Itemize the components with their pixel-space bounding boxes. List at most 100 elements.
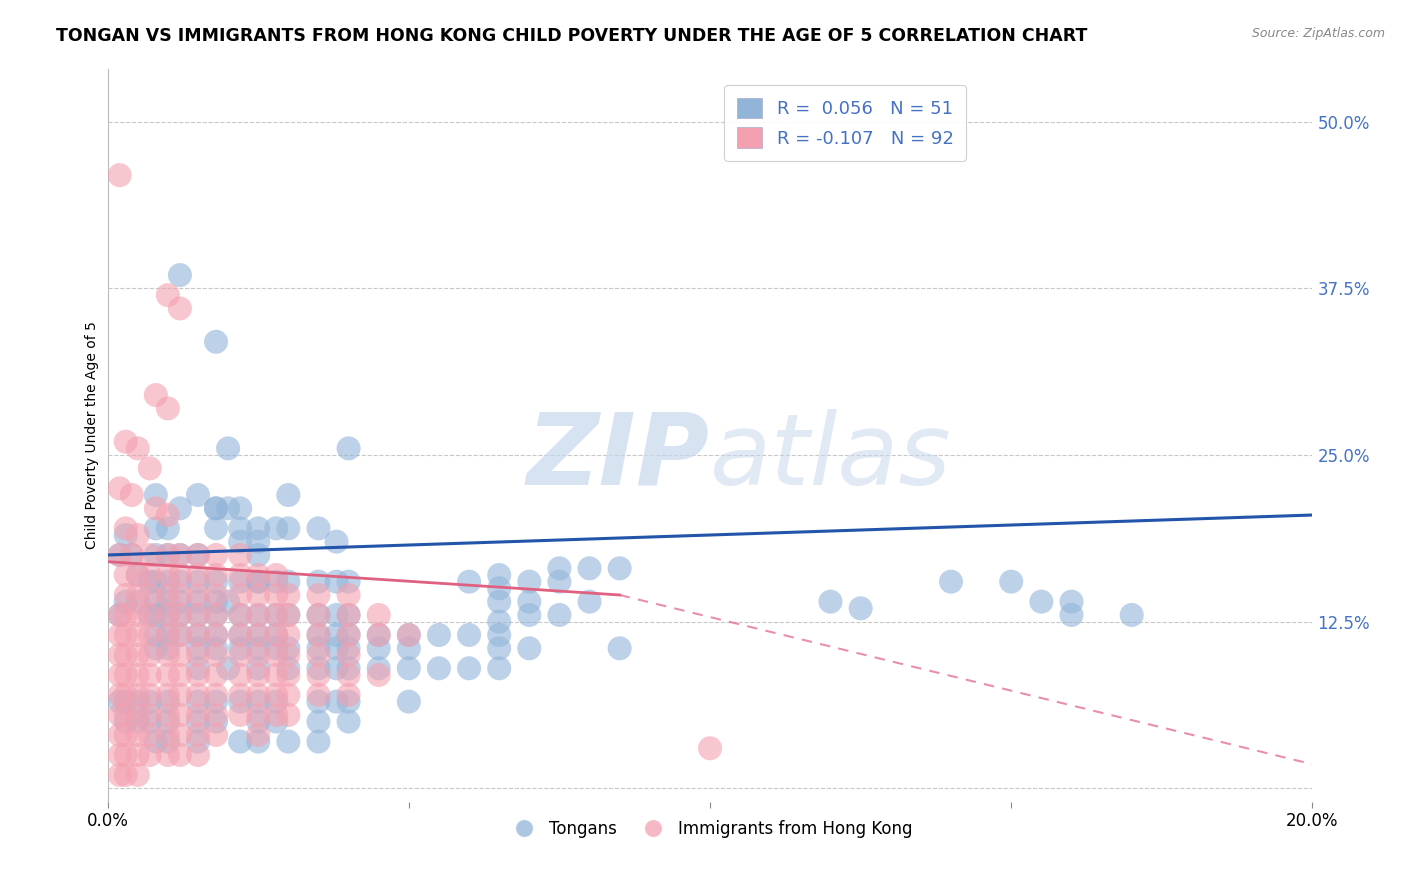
Point — [308, 574, 330, 589]
Point — [108, 728, 131, 742]
Point — [169, 668, 191, 682]
Point — [548, 607, 571, 622]
Point — [266, 641, 288, 656]
Point — [139, 747, 162, 762]
Point — [145, 574, 167, 589]
Point — [205, 628, 228, 642]
Point — [337, 442, 360, 456]
Point — [548, 561, 571, 575]
Point — [156, 521, 179, 535]
Point — [277, 574, 299, 589]
Point — [114, 628, 136, 642]
Point — [308, 734, 330, 748]
Legend: Tongans, Immigrants from Hong Kong: Tongans, Immigrants from Hong Kong — [501, 814, 920, 845]
Point — [156, 568, 179, 582]
Point — [247, 668, 270, 682]
Point — [337, 641, 360, 656]
Point — [187, 641, 209, 656]
Point — [217, 501, 239, 516]
Point — [127, 714, 149, 729]
Point — [108, 628, 131, 642]
Point — [108, 548, 131, 562]
Point — [247, 628, 270, 642]
Point — [308, 641, 330, 656]
Point — [337, 628, 360, 642]
Point — [169, 607, 191, 622]
Point — [229, 641, 252, 656]
Point — [367, 628, 389, 642]
Point — [127, 688, 149, 702]
Text: ZIP: ZIP — [527, 409, 710, 506]
Point — [127, 648, 149, 662]
Point — [127, 695, 149, 709]
Point — [247, 568, 270, 582]
Point — [114, 714, 136, 729]
Point — [427, 628, 450, 642]
Point — [1060, 594, 1083, 608]
Point — [139, 668, 162, 682]
Point — [277, 688, 299, 702]
Point — [169, 708, 191, 723]
Point — [1000, 574, 1022, 589]
Point — [114, 568, 136, 582]
Point — [247, 607, 270, 622]
Point — [108, 768, 131, 782]
Point — [277, 708, 299, 723]
Point — [145, 628, 167, 642]
Point — [187, 594, 209, 608]
Point — [229, 708, 252, 723]
Point — [139, 574, 162, 589]
Point — [337, 688, 360, 702]
Point — [337, 648, 360, 662]
Point — [337, 574, 360, 589]
Point — [308, 607, 330, 622]
Point — [187, 568, 209, 582]
Point — [114, 695, 136, 709]
Point — [277, 734, 299, 748]
Point — [229, 668, 252, 682]
Point — [108, 607, 131, 622]
Point — [337, 607, 360, 622]
Point — [145, 521, 167, 535]
Point — [247, 628, 270, 642]
Point — [699, 741, 721, 756]
Point — [127, 768, 149, 782]
Point — [266, 521, 288, 535]
Point — [277, 521, 299, 535]
Point — [229, 607, 252, 622]
Point — [156, 588, 179, 602]
Point — [139, 695, 162, 709]
Point — [205, 574, 228, 589]
Point — [139, 628, 162, 642]
Point — [156, 648, 179, 662]
Point — [187, 695, 209, 709]
Point — [187, 747, 209, 762]
Point — [488, 628, 510, 642]
Point — [308, 628, 330, 642]
Point — [488, 661, 510, 675]
Point — [488, 582, 510, 596]
Point — [169, 574, 191, 589]
Point — [398, 628, 420, 642]
Point — [266, 688, 288, 702]
Point — [229, 501, 252, 516]
Point — [277, 607, 299, 622]
Point — [247, 534, 270, 549]
Point — [517, 641, 540, 656]
Point — [114, 768, 136, 782]
Point — [114, 434, 136, 449]
Point — [127, 528, 149, 542]
Point — [169, 648, 191, 662]
Point — [187, 734, 209, 748]
Point — [114, 747, 136, 762]
Point — [325, 661, 347, 675]
Point — [145, 388, 167, 402]
Point — [205, 594, 228, 608]
Point — [266, 708, 288, 723]
Point — [139, 714, 162, 729]
Point — [488, 568, 510, 582]
Point — [266, 628, 288, 642]
Point — [169, 594, 191, 608]
Point — [247, 588, 270, 602]
Point — [277, 661, 299, 675]
